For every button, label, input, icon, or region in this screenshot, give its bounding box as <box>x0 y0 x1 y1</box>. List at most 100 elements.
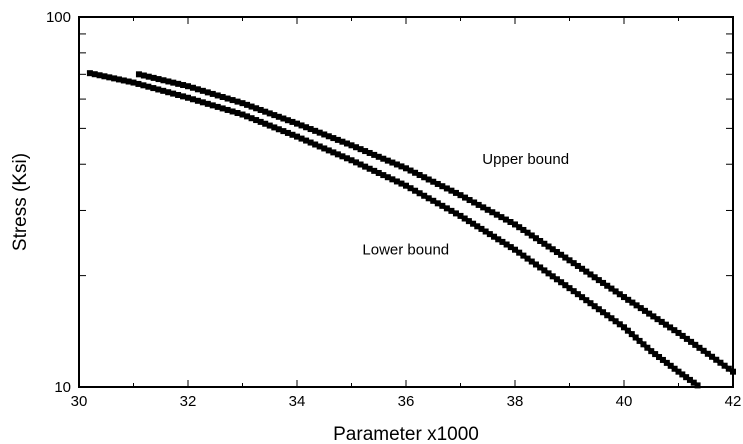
data-point-marker <box>520 226 527 233</box>
data-point-marker <box>316 129 323 136</box>
data-point-marker <box>115 76 122 83</box>
data-point-marker <box>694 382 701 389</box>
data-point-marker <box>667 362 674 369</box>
data-point-marker <box>608 285 615 292</box>
data-point-marker <box>380 155 387 162</box>
data-point-marker <box>244 113 251 120</box>
data-point-marker <box>307 139 314 146</box>
data-point-marker <box>234 98 241 105</box>
data-point-marker <box>562 282 569 289</box>
data-point-marker <box>628 331 635 338</box>
data-point-marker <box>339 153 346 160</box>
data-point-marker <box>248 115 255 122</box>
data-point-marker <box>407 167 414 174</box>
data-point-marker <box>713 356 720 363</box>
data-point-marker <box>307 126 314 133</box>
data-point-marker <box>482 228 489 235</box>
data-point-marker <box>624 327 631 334</box>
data-point-marker <box>549 246 556 253</box>
data-point-marker <box>466 197 473 204</box>
data-point-marker <box>362 148 369 155</box>
data-point-marker <box>325 147 332 154</box>
data-point-marker <box>101 73 108 80</box>
data-point-marker <box>545 270 552 277</box>
data-point-marker <box>570 260 577 267</box>
x-tick-label: 38 <box>507 393 524 410</box>
series-lower-bound <box>86 70 701 389</box>
data-point-marker <box>671 327 678 334</box>
data-point-marker <box>696 344 703 351</box>
data-point-marker <box>579 294 586 301</box>
data-point-marker <box>140 82 147 89</box>
data-point-marker <box>633 302 640 309</box>
data-point-marker <box>160 77 167 84</box>
data-point-marker <box>266 122 273 129</box>
x-axis-ticks: 30 32 34 36 38 40 42 <box>71 17 741 410</box>
data-point-marker <box>150 85 157 92</box>
data-point-marker <box>430 178 437 185</box>
data-point-marker <box>303 137 310 144</box>
data-point-marker <box>294 120 300 127</box>
annotation-layer: Upper bound Lower bound <box>362 151 569 258</box>
data-point-marker <box>690 379 697 386</box>
data-point-marker <box>679 371 686 378</box>
data-point-marker <box>465 218 472 225</box>
data-point-marker <box>570 288 577 295</box>
data-point-marker <box>130 79 137 86</box>
data-point-marker <box>457 212 464 219</box>
data-point-marker <box>721 362 728 369</box>
data-point-marker <box>389 176 396 183</box>
data-point-marker <box>600 309 607 316</box>
data-point-marker <box>644 344 651 351</box>
data-point-marker <box>275 126 282 133</box>
series-line <box>89 71 699 388</box>
data-point-marker <box>219 105 226 112</box>
data-point-marker <box>257 118 264 125</box>
data-point-marker <box>214 92 221 99</box>
data-point-marker <box>375 153 382 160</box>
data-point-marker <box>375 169 382 176</box>
data-point-marker <box>209 102 216 109</box>
data-point-marker <box>579 265 586 272</box>
data-point-marker <box>262 120 269 127</box>
data-point-marker <box>528 258 535 265</box>
data-point-marker <box>421 174 428 181</box>
series-upper-bound <box>135 71 736 375</box>
data-point-marker <box>608 315 615 322</box>
data-point-marker <box>683 335 690 342</box>
data-point-marker <box>170 90 177 97</box>
data-point-marker <box>280 115 287 122</box>
y-axis-title: Stress (Ksi) <box>10 153 31 251</box>
x-tick-label: 40 <box>616 393 633 410</box>
data-point-marker <box>234 110 241 117</box>
data-point-marker <box>321 131 328 138</box>
x-tick-label: 34 <box>289 393 306 410</box>
data-point-marker <box>558 279 565 286</box>
data-point-marker <box>553 249 560 256</box>
curve-annotation: Upper bound <box>482 151 569 168</box>
data-point-marker <box>348 157 355 164</box>
data-point-marker <box>583 297 590 304</box>
data-point-marker <box>654 316 661 323</box>
data-point-marker <box>140 72 147 79</box>
data-point-marker <box>185 83 191 90</box>
data-point-marker <box>219 93 226 100</box>
data-point-marker <box>224 106 231 113</box>
data-point-marker <box>199 99 206 106</box>
data-point-marker <box>325 133 332 140</box>
data-point-marker <box>474 223 481 230</box>
data-point-marker <box>549 273 556 280</box>
data-point-marker <box>646 310 653 317</box>
data-point-marker <box>209 90 216 97</box>
data-point-marker <box>686 376 693 383</box>
data-point-marker <box>625 296 632 303</box>
data-point-marker <box>289 118 296 125</box>
data-point-marker <box>499 238 506 245</box>
data-point-marker <box>298 122 305 129</box>
data-point-marker <box>457 192 464 199</box>
data-point-marker <box>616 291 623 298</box>
data-point-marker <box>271 124 278 131</box>
data-point-marker <box>537 264 544 271</box>
data-point-marker <box>520 252 527 259</box>
data-point-marker <box>135 80 142 87</box>
